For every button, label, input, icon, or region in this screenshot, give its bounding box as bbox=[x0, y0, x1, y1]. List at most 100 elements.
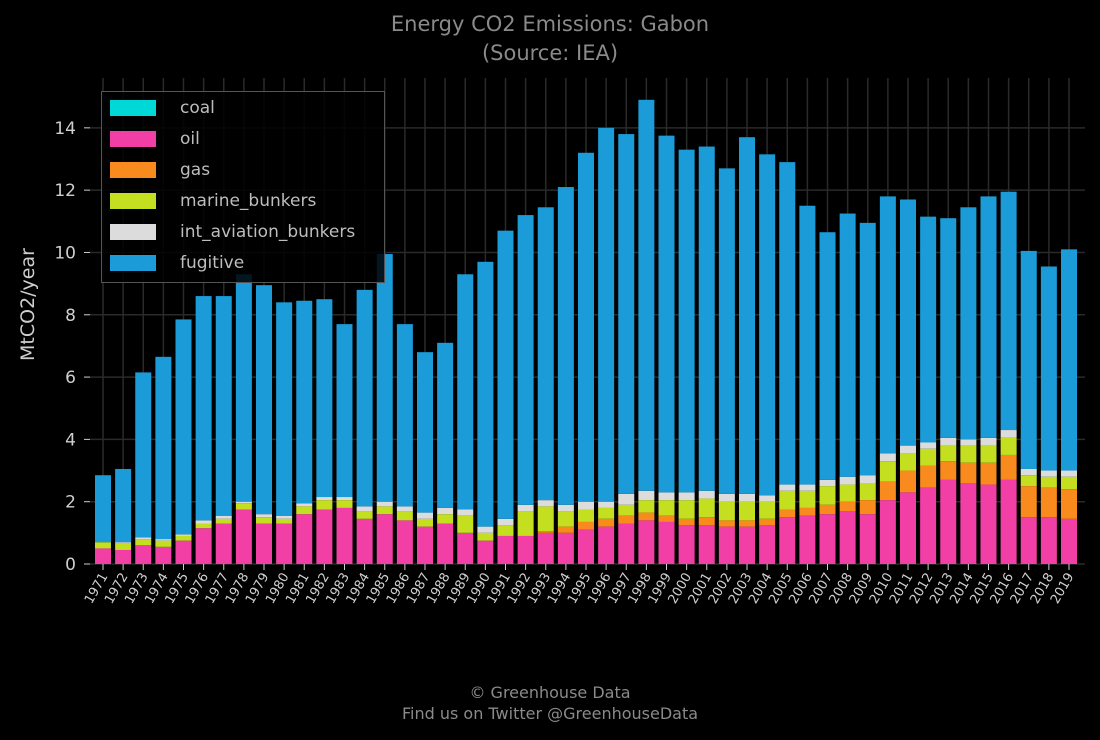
bar-fugitive-1973 bbox=[135, 372, 152, 538]
bar-marine-bunkers-1983 bbox=[336, 500, 353, 508]
legend-label-oil: oil bbox=[180, 129, 200, 149]
bar-oil-1993 bbox=[537, 532, 554, 564]
bar-oil-2013 bbox=[940, 479, 957, 564]
bar-fugitive-2007 bbox=[819, 232, 836, 480]
bar-oil-1979 bbox=[256, 523, 272, 564]
legend-swatch-marine-bunkers bbox=[110, 193, 156, 209]
bar-fugitive-1984 bbox=[356, 289, 373, 507]
bar-fugitive-2008 bbox=[839, 213, 856, 477]
bar-int-aviation-bunkers-1984 bbox=[356, 506, 373, 512]
bar-int-aviation-bunkers-1985 bbox=[376, 501, 393, 507]
bar-oil-1989 bbox=[457, 532, 474, 564]
bar-fugitive-1979 bbox=[256, 285, 272, 515]
bar-oil-1987 bbox=[417, 526, 433, 564]
bar-oil-1990 bbox=[477, 540, 494, 564]
legend-item-coal: coal bbox=[110, 97, 215, 119]
bar-oil-1984 bbox=[356, 518, 373, 564]
bar-marine-bunkers-1989 bbox=[457, 515, 474, 533]
bar-gas-2000 bbox=[678, 518, 695, 526]
bar-gas-2005 bbox=[779, 509, 796, 518]
bar-oil-1991 bbox=[497, 535, 514, 564]
bar-gas-2016 bbox=[1000, 454, 1017, 480]
bar-int-aviation-bunkers-1983 bbox=[336, 497, 353, 501]
legend-swatch-int-aviation-bunkers bbox=[110, 224, 156, 240]
bar-marine-bunkers-1988 bbox=[437, 514, 454, 524]
bar-marine-bunkers-2014 bbox=[960, 445, 977, 463]
bar-int-aviation-bunkers-1991 bbox=[497, 518, 514, 526]
legend-label-coal: coal bbox=[180, 98, 215, 118]
bar-int-aviation-bunkers-2015 bbox=[980, 437, 997, 446]
bar-fugitive-2015 bbox=[980, 196, 997, 438]
bar-oil-1995 bbox=[578, 529, 594, 564]
bar-int-aviation-bunkers-1993 bbox=[537, 500, 554, 507]
bar-oil-1975 bbox=[175, 540, 192, 564]
bar-oil-1988 bbox=[437, 523, 454, 564]
bar-fugitive-2019 bbox=[1061, 249, 1077, 471]
bar-int-aviation-bunkers-2013 bbox=[940, 437, 957, 446]
bar-gas-2010 bbox=[879, 481, 896, 501]
bar-marine-bunkers-2016 bbox=[1000, 437, 1017, 455]
bar-fugitive-1989 bbox=[457, 274, 474, 510]
bar-oil-2003 bbox=[739, 526, 755, 564]
bar-marine-bunkers-2006 bbox=[799, 490, 816, 508]
legend-label-marine-bunkers: marine_bunkers bbox=[180, 191, 317, 211]
bar-fugitive-1974 bbox=[155, 356, 172, 540]
bar-marine-bunkers-1990 bbox=[477, 532, 494, 541]
bar-oil-2014 bbox=[960, 483, 977, 564]
legend-item-fugitive: fugitive bbox=[110, 252, 244, 274]
bar-oil-1972 bbox=[115, 549, 132, 564]
bar-marine-bunkers-1974 bbox=[155, 540, 172, 547]
bar-oil-2017 bbox=[1020, 517, 1037, 564]
y-tick-label: 10 bbox=[54, 243, 76, 263]
bar-gas-2017 bbox=[1020, 486, 1037, 518]
bar-oil-1997 bbox=[618, 523, 635, 564]
bar-int-aviation-bunkers-1972 bbox=[115, 542, 132, 544]
bar-gas-2004 bbox=[759, 518, 776, 526]
y-axis-label: MtCO2/year bbox=[17, 248, 39, 361]
bar-fugitive-1994 bbox=[557, 187, 574, 505]
bar-oil-1986 bbox=[396, 520, 413, 564]
legend-swatch-gas bbox=[110, 162, 156, 178]
bar-oil-2000 bbox=[678, 525, 695, 564]
bar-marine-bunkers-1984 bbox=[356, 511, 373, 519]
bar-gas-2015 bbox=[980, 462, 997, 485]
bar-gas-1997 bbox=[618, 515, 635, 524]
bar-marine-bunkers-1993 bbox=[537, 506, 554, 532]
bar-marine-bunkers-1995 bbox=[578, 509, 594, 522]
bar-oil-2019 bbox=[1061, 518, 1077, 564]
bar-int-aviation-bunkers-2007 bbox=[819, 479, 836, 487]
bar-marine-bunkers-1979 bbox=[256, 517, 272, 524]
bar-fugitive-1997 bbox=[618, 134, 635, 494]
bar-int-aviation-bunkers-1988 bbox=[437, 507, 454, 515]
bar-int-aviation-bunkers-1995 bbox=[578, 501, 594, 510]
bar-marine-bunkers-2011 bbox=[900, 453, 916, 471]
bar-marine-bunkers-2008 bbox=[839, 484, 856, 502]
bar-fugitive-1996 bbox=[598, 127, 615, 502]
legend-label-gas: gas bbox=[180, 160, 211, 180]
bar-int-aviation-bunkers-1978 bbox=[235, 501, 252, 504]
bar-marine-bunkers-2015 bbox=[980, 445, 997, 463]
bar-int-aviation-bunkers-1992 bbox=[517, 504, 534, 512]
bar-marine-bunkers-1977 bbox=[215, 518, 232, 524]
legend-swatch-oil bbox=[110, 131, 156, 147]
bar-fugitive-1972 bbox=[115, 468, 132, 543]
bar-oil-1976 bbox=[195, 528, 212, 564]
bar-oil-1978 bbox=[235, 509, 252, 564]
bar-int-aviation-bunkers-1976 bbox=[195, 520, 212, 524]
bar-fugitive-1992 bbox=[517, 215, 534, 505]
bar-oil-1996 bbox=[598, 526, 615, 564]
bar-marine-bunkers-1973 bbox=[135, 539, 152, 546]
bar-gas-2002 bbox=[718, 520, 735, 527]
bar-marine-bunkers-1994 bbox=[557, 511, 574, 527]
legend-label-fugitive: fugitive bbox=[180, 253, 245, 273]
bar-int-aviation-bunkers-1998 bbox=[638, 490, 655, 501]
bar-int-aviation-bunkers-1977 bbox=[215, 515, 232, 519]
bar-oil-1982 bbox=[316, 509, 333, 564]
y-tick-label: 8 bbox=[65, 306, 76, 326]
bar-int-aviation-bunkers-1999 bbox=[658, 492, 675, 501]
legend-item-int-aviation-bunkers: int_aviation_bunkers bbox=[110, 221, 355, 243]
bar-fugitive-1987 bbox=[417, 352, 433, 513]
bar-fugitive-1971 bbox=[95, 475, 111, 543]
bar-marine-bunkers-1985 bbox=[376, 506, 393, 515]
bar-gas-2012 bbox=[920, 465, 937, 488]
